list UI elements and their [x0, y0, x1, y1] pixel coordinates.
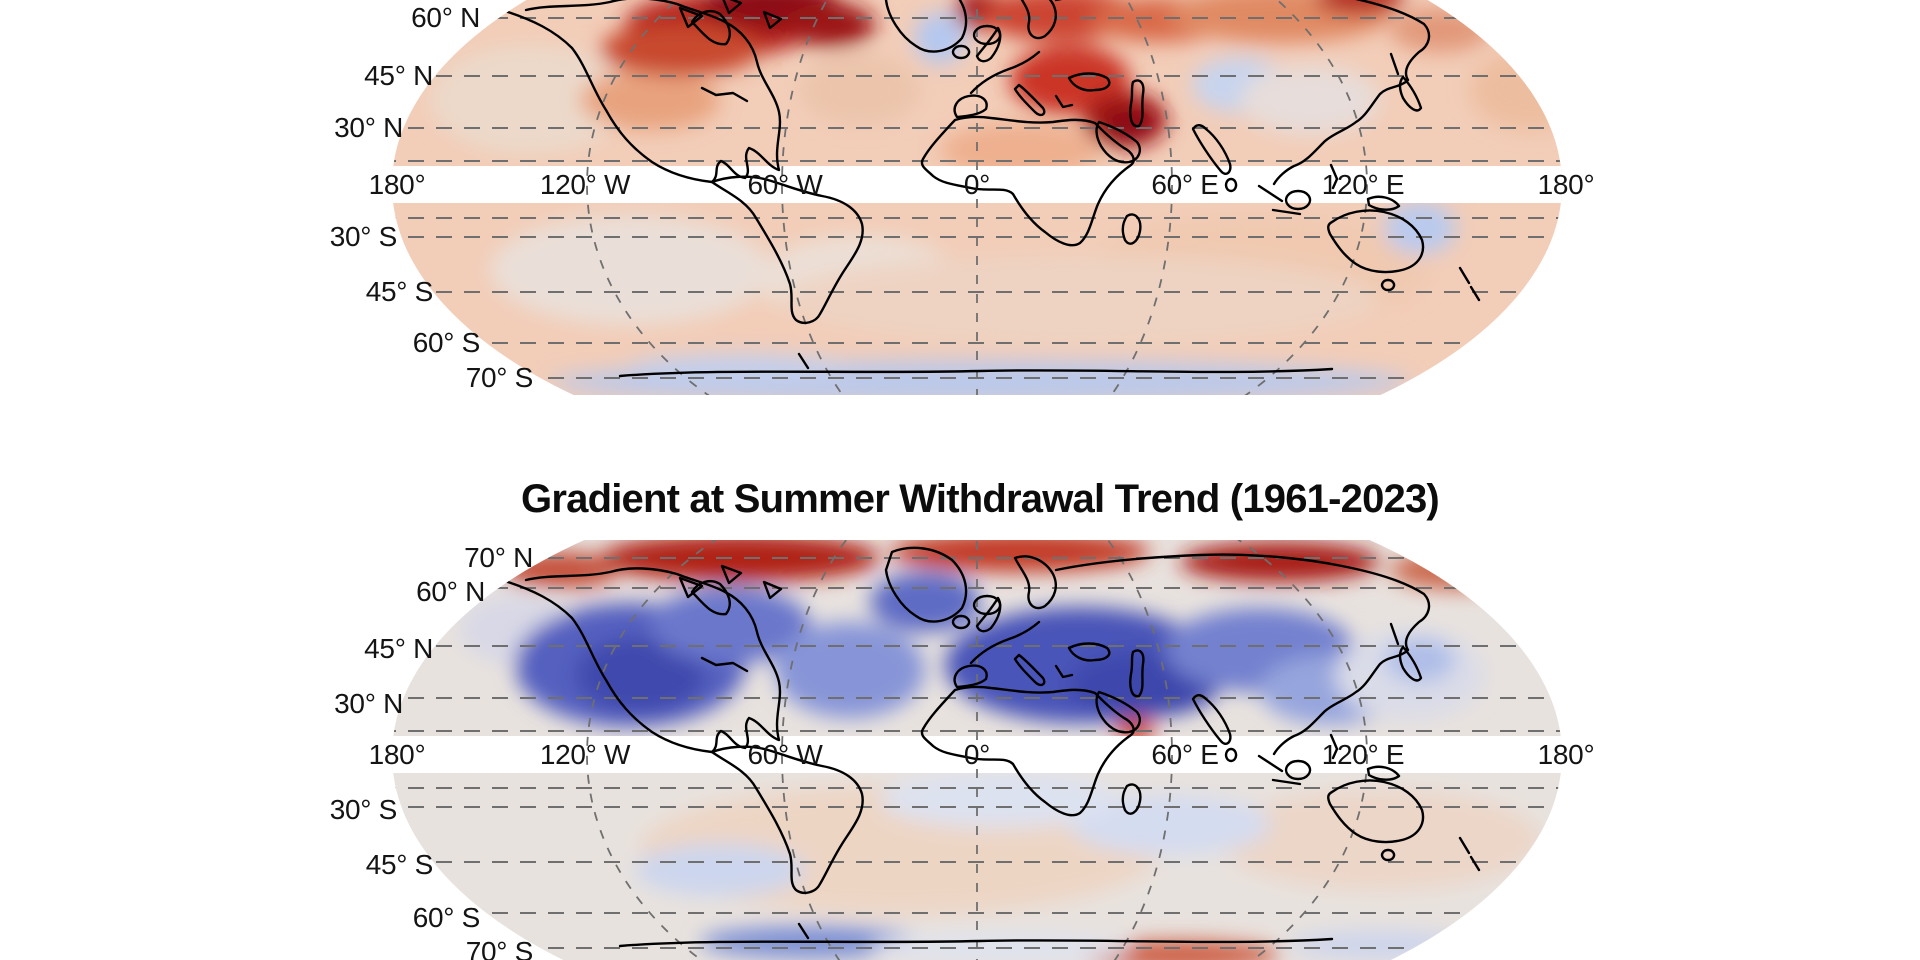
bottom-map [392, 540, 1562, 960]
top-map-lat-label-70n-partial: 70° N [464, 0, 533, 5]
top-map-lon-label-60e: 60° E [1151, 169, 1219, 200]
bottom-map-lon-label-60w: 60° W [747, 739, 823, 770]
top-map-lat-label-70s: 70° S [465, 362, 534, 393]
top-map-lon-label-180w: 180° [368, 169, 426, 200]
bottom-map-lon-label-120e: 120° E [1321, 739, 1405, 770]
bottom-map-lon-label-180e: 180° [1537, 739, 1595, 770]
top-map-lon-label-0: 0° [963, 169, 991, 200]
bottom-map-lon-label-180w: 180° [368, 739, 426, 770]
bottom-map-lat-label-30s: 30° S [329, 794, 398, 825]
bottom-map-lat-label-70n: 70° N [464, 542, 533, 573]
bottom-map-lat-label-70s: 70° S [465, 936, 534, 960]
top-map [392, 0, 1562, 395]
top-map-lat-label-45n: 45° N [364, 60, 433, 91]
bottom-map-lat-label-60s: 60° S [412, 902, 481, 933]
bottom-map-lat-label-45n: 45° N [364, 633, 433, 664]
top-map-lat-label-30s: 30° S [329, 221, 398, 252]
top-map-lat-label-30n: 30° N [334, 112, 403, 143]
bottom-map-lat-label-60n: 60° N [416, 576, 485, 607]
top-map-lat-label-60n: 60° N [411, 2, 480, 33]
bottom-panel-title: Gradient at Summer Withdrawal Trend (196… [521, 477, 1440, 521]
bottom-map-lon-label-0: 0° [963, 739, 991, 770]
bottom-map-lon-label-60e: 60° E [1151, 739, 1219, 770]
bottom-map-lat-label-45s: 45° S [365, 849, 434, 880]
top-map-lon-label-60w: 60° W [747, 169, 823, 200]
top-map-lat-label-45s: 45° S [365, 276, 434, 307]
bottom-map-lat-label-30n: 30° N [334, 688, 403, 719]
top-map-lon-label-180e: 180° [1537, 169, 1595, 200]
top-map-lon-label-120e: 120° E [1321, 169, 1405, 200]
bottom-map-lon-label-120w: 120° W [539, 739, 631, 770]
top-map-lon-label-120w: 120° W [539, 169, 631, 200]
top-map-lat-label-60s: 60° S [412, 327, 481, 358]
